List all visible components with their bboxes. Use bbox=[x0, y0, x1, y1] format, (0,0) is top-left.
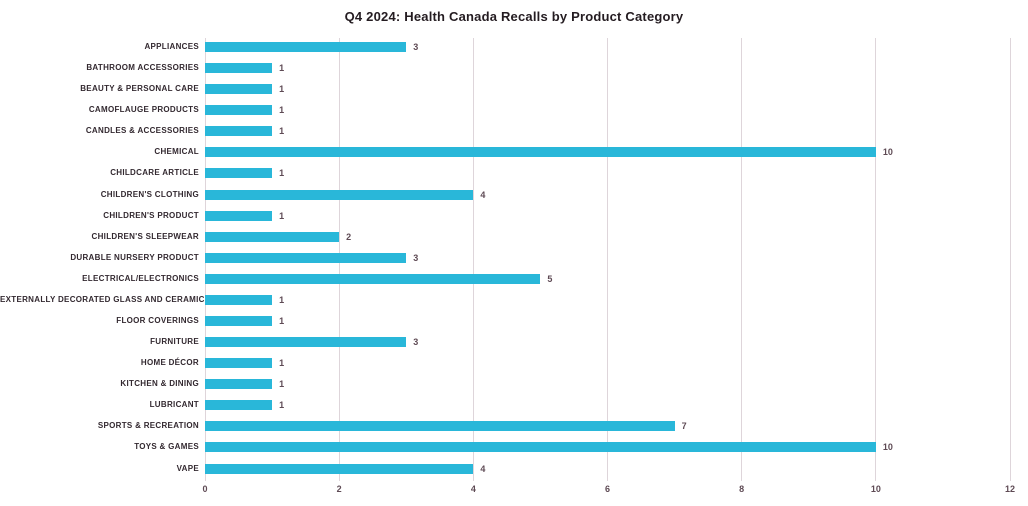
value-label: 1 bbox=[279, 210, 285, 221]
category-label: KITCHEN & DINING bbox=[120, 379, 199, 389]
bar bbox=[205, 231, 340, 242]
category-label: CHILDCARE ARTICLE bbox=[110, 168, 199, 178]
category-label: CAMOFLAUGE PRODUCTS bbox=[88, 105, 199, 115]
gridline bbox=[741, 38, 743, 481]
chart-title: Q4 2024: Health Canada Recalls by Produc… bbox=[344, 9, 684, 24]
category-label: EXTERNALLY DECORATED GLASS AND CERAMICS bbox=[0, 294, 211, 304]
value-label: 10 bbox=[882, 442, 893, 453]
value-label: 3 bbox=[413, 252, 419, 263]
value-label: 1 bbox=[279, 400, 285, 411]
bar bbox=[205, 147, 876, 158]
x-tick-label: 4 bbox=[470, 484, 476, 494]
category-label: CHEMICAL bbox=[154, 147, 199, 157]
bar bbox=[205, 42, 407, 52]
x-tick-label: 12 bbox=[1004, 484, 1015, 494]
value-label: 3 bbox=[413, 42, 419, 52]
value-label: 1 bbox=[279, 63, 285, 74]
category-label: CHILDREN'S SLEEPWEAR bbox=[91, 231, 199, 241]
value-label: 1 bbox=[279, 358, 285, 369]
bar bbox=[205, 84, 273, 95]
bar bbox=[205, 463, 474, 474]
x-tick-label: 0 bbox=[202, 484, 208, 494]
category-label: APPLIANCES bbox=[144, 42, 199, 51]
value-label: 5 bbox=[547, 273, 553, 284]
value-label: 1 bbox=[279, 126, 285, 137]
bar bbox=[205, 442, 876, 453]
bar bbox=[205, 358, 273, 369]
category-label: VAPE bbox=[176, 463, 199, 473]
gridline bbox=[875, 38, 877, 481]
value-label: 1 bbox=[279, 168, 285, 179]
category-label: HOME DÉCOR bbox=[140, 358, 199, 368]
value-label: 4 bbox=[480, 463, 486, 474]
gridline bbox=[1009, 38, 1011, 481]
category-label: FURNITURE bbox=[150, 337, 199, 347]
category-label: BATHROOM ACCESSORIES bbox=[86, 63, 199, 73]
value-label: 3 bbox=[413, 337, 419, 348]
bar bbox=[205, 105, 273, 116]
bar bbox=[205, 315, 273, 326]
gridline bbox=[607, 38, 608, 481]
x-tick-label: 8 bbox=[739, 484, 745, 494]
bar bbox=[205, 189, 474, 200]
bar bbox=[205, 337, 407, 348]
bar bbox=[205, 421, 675, 432]
x-tick-label: 2 bbox=[336, 484, 342, 494]
bar bbox=[205, 379, 273, 390]
bar bbox=[205, 273, 541, 284]
category-label: TOYS & GAMES bbox=[134, 442, 199, 452]
bar bbox=[205, 210, 273, 221]
category-label: CANDLES & ACCESSORIES bbox=[85, 126, 199, 136]
category-label: CHILDREN'S PRODUCT bbox=[103, 210, 199, 220]
value-label: 1 bbox=[279, 84, 285, 95]
bar bbox=[205, 126, 273, 137]
value-label: 7 bbox=[681, 421, 687, 432]
value-label: 2 bbox=[346, 231, 352, 242]
value-label: 1 bbox=[279, 379, 285, 390]
x-tick-label: 10 bbox=[870, 484, 881, 494]
category-label: ELECTRICAL/ELECTRONICS bbox=[82, 273, 199, 283]
value-label: 1 bbox=[279, 294, 285, 305]
bar bbox=[205, 63, 273, 74]
value-label: 1 bbox=[279, 315, 285, 326]
category-label: BEAUTY & PERSONAL CARE bbox=[80, 84, 199, 94]
bar bbox=[205, 400, 273, 411]
category-label: SPORTS & RECREATION bbox=[97, 421, 199, 431]
x-tick-label: 6 bbox=[604, 484, 610, 494]
category-label: DURABLE NURSERY PRODUCT bbox=[70, 252, 199, 262]
gridline bbox=[472, 38, 474, 481]
bar bbox=[205, 252, 407, 263]
category-label: FLOOR COVERINGS bbox=[116, 315, 199, 325]
category-label: LUBRICANT bbox=[149, 400, 199, 410]
value-label: 1 bbox=[279, 105, 285, 116]
category-label: CHILDREN'S CLOTHING bbox=[100, 189, 199, 199]
bar bbox=[205, 294, 273, 305]
bar bbox=[205, 168, 273, 179]
value-label: 4 bbox=[480, 189, 486, 200]
value-label: 10 bbox=[882, 147, 893, 158]
